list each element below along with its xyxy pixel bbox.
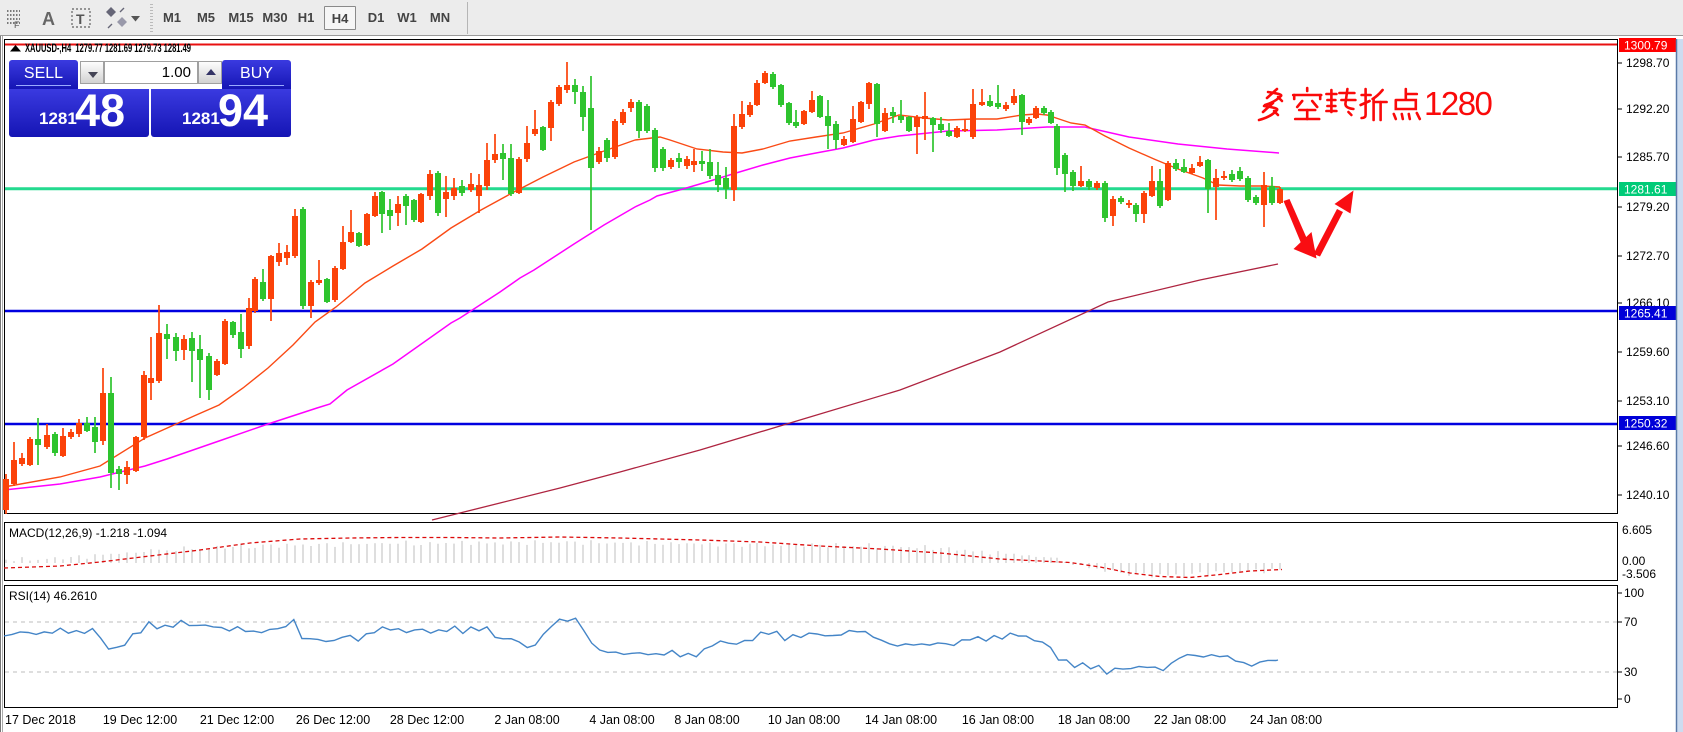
svg-text:8 Jan 08:00: 8 Jan 08:00 xyxy=(674,713,739,727)
svg-text:21 Dec 12:00: 21 Dec 12:00 xyxy=(200,713,274,727)
svg-text:F: F xyxy=(14,20,20,30)
svg-text:14 Jan 08:00: 14 Jan 08:00 xyxy=(865,713,937,727)
svg-text:1300.79: 1300.79 xyxy=(1624,39,1668,53)
svg-text:1298.70: 1298.70 xyxy=(1626,56,1670,70)
svg-text:4 Jan 08:00: 4 Jan 08:00 xyxy=(589,713,654,727)
svg-text:0.00: 0.00 xyxy=(1622,554,1646,568)
svg-text:XAUUSD-,H4 1279.77 1281.69 12: XAUUSD-,H4 1279.77 1281.69 1279.73 1281.… xyxy=(25,43,191,55)
svg-text:10 Jan 08:00: 10 Jan 08:00 xyxy=(768,713,840,727)
svg-text:22 Jan 08:00: 22 Jan 08:00 xyxy=(1154,713,1226,727)
svg-text:1292.20: 1292.20 xyxy=(1626,102,1670,116)
svg-text:2 Jan 08:00: 2 Jan 08:00 xyxy=(494,713,559,727)
svg-text:1280: 1280 xyxy=(1424,85,1493,122)
svg-text:30: 30 xyxy=(1624,665,1638,679)
svg-text:1259.60: 1259.60 xyxy=(1626,345,1670,359)
svg-text:19 Dec 12:00: 19 Dec 12:00 xyxy=(103,713,177,727)
svg-text:26 Dec 12:00: 26 Dec 12:00 xyxy=(296,713,370,727)
svg-text:6.605: 6.605 xyxy=(1622,523,1652,537)
svg-text:18 Jan 08:00: 18 Jan 08:00 xyxy=(1058,713,1130,727)
svg-text:17 Dec 2018: 17 Dec 2018 xyxy=(5,713,76,727)
svg-text:1265.41: 1265.41 xyxy=(1624,307,1668,321)
svg-text:28 Dec 12:00: 28 Dec 12:00 xyxy=(390,713,464,727)
svg-text:1253.10: 1253.10 xyxy=(1626,394,1670,408)
svg-text:1250.32: 1250.32 xyxy=(1624,417,1668,431)
svg-text:T: T xyxy=(76,11,85,27)
svg-text:1279.20: 1279.20 xyxy=(1626,200,1670,214)
svg-text:RSI(14) 46.2610: RSI(14) 46.2610 xyxy=(9,589,97,603)
svg-text:1281.61: 1281.61 xyxy=(1624,183,1668,197)
svg-text:1272.70: 1272.70 xyxy=(1626,249,1670,263)
svg-text:16 Jan 08:00: 16 Jan 08:00 xyxy=(962,713,1034,727)
svg-text:100: 100 xyxy=(1624,586,1644,600)
svg-text:70: 70 xyxy=(1624,615,1638,629)
svg-text:A: A xyxy=(42,9,55,29)
svg-text:-3.506: -3.506 xyxy=(1622,567,1656,581)
svg-text:1285.70: 1285.70 xyxy=(1626,150,1670,164)
svg-text:MACD(12,26,9) -1.218 -1.094: MACD(12,26,9) -1.218 -1.094 xyxy=(9,526,167,540)
svg-text:1240.10: 1240.10 xyxy=(1626,488,1670,502)
svg-text:0: 0 xyxy=(1624,692,1631,706)
svg-text:24 Jan 08:00: 24 Jan 08:00 xyxy=(1250,713,1322,727)
svg-text:1246.60: 1246.60 xyxy=(1626,439,1670,453)
